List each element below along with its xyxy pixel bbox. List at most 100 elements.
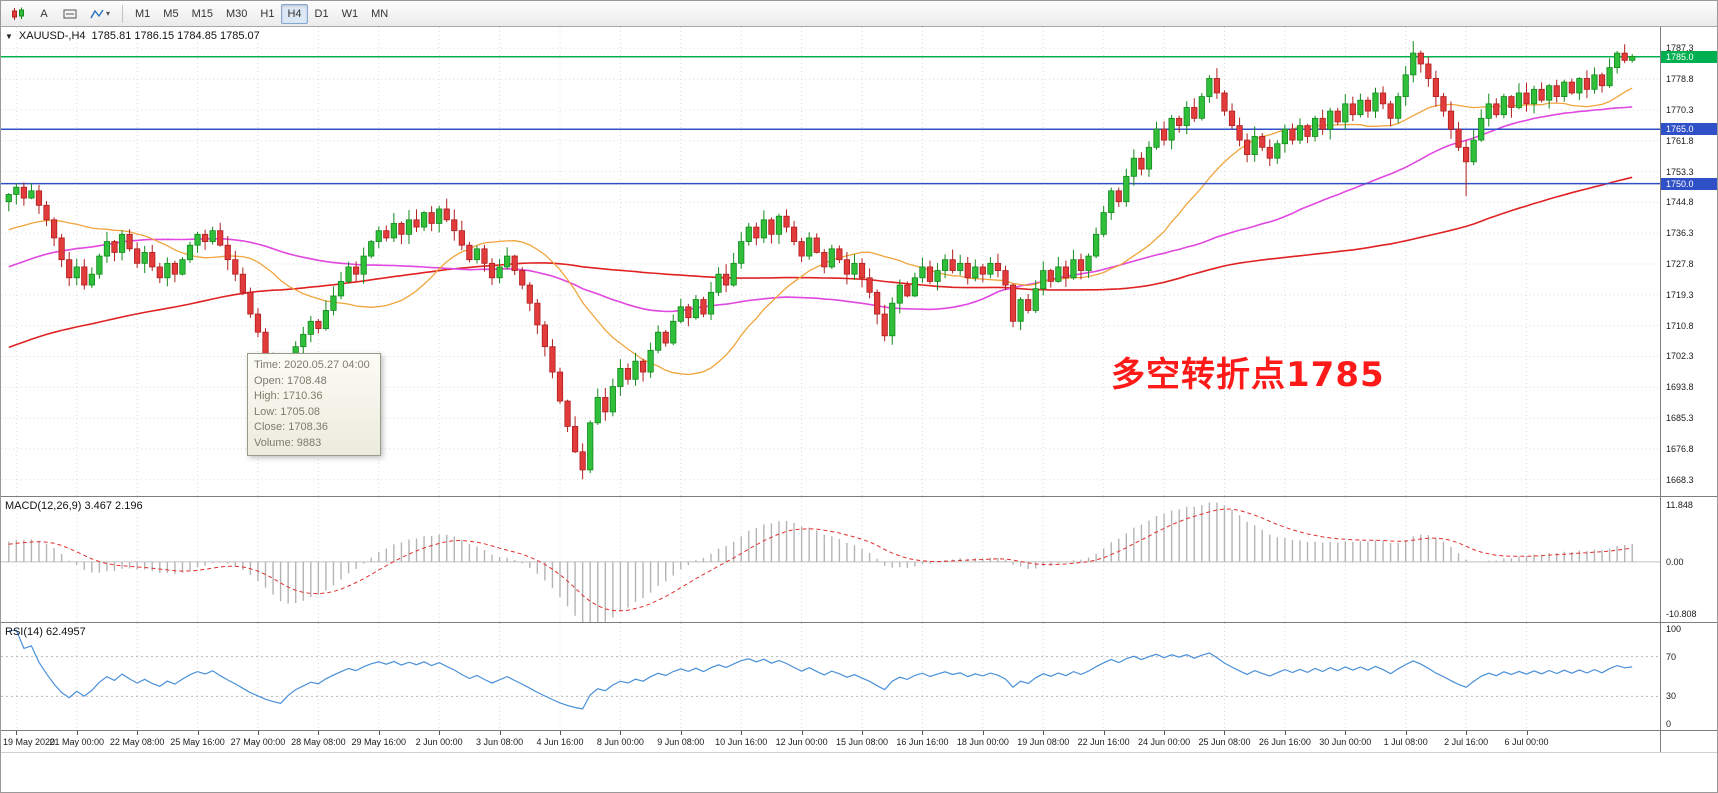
macd-canvas xyxy=(1,497,1660,622)
macd-panel: 11.848 0.00 -10.808 MACD(12,26,9) 3.467 2.… xyxy=(1,497,1717,623)
time-axis[interactable]: 19 May 2020 21 May 00:00 22 May 08:00 25 Ma… xyxy=(1,731,1717,753)
ohlc-values: 1785.81 1786.15 1784.85 1785.07 xyxy=(91,30,260,42)
time-label: 19 Jun 08:00 xyxy=(1017,737,1070,747)
main-chart-plot[interactable] xyxy=(1,27,1660,496)
time-tick xyxy=(1164,731,1166,735)
candles-glyph xyxy=(12,7,24,20)
price-label: 1761.8 xyxy=(1666,135,1694,146)
rsi-scale-label: 70 xyxy=(1666,651,1677,662)
rsi-canvas xyxy=(1,623,1660,730)
rsi-panel: 100 70 30 0 RSI(14) 62.4957 xyxy=(1,623,1717,731)
price-label: 1727.8 xyxy=(1666,259,1694,270)
time-label: 30 Jun 00:00 xyxy=(1319,737,1372,747)
timeframe-w1[interactable]: W1 xyxy=(336,4,365,24)
price-label: 1676.8 xyxy=(1666,443,1694,454)
timeframe-mn[interactable]: MN xyxy=(365,4,394,24)
price-label: 1753.3 xyxy=(1666,166,1694,177)
time-label: 6 Jul 00:00 xyxy=(1504,737,1549,747)
time-tick xyxy=(76,731,78,735)
time-axis-labels: 19 May 2020 21 May 00:00 22 May 08:00 25 Ma… xyxy=(1,731,1660,752)
timeframe-m30[interactable]: M30 xyxy=(220,4,253,24)
zigzag-glyph xyxy=(90,9,104,18)
footer-space xyxy=(1,753,1717,792)
rsi-scale[interactable]: 100 70 30 0 xyxy=(1660,623,1717,730)
price-badge: 1750.0 xyxy=(1661,177,1717,190)
chart-header: ▼ XAUUSD-,H4 1785.81 1786.15 1784.85 178… xyxy=(5,30,260,42)
time-label: 18 Jun 00:00 xyxy=(956,737,1009,747)
rsi-scale-label: 0 xyxy=(1666,719,1672,729)
time-label: 3 Jun 08:00 xyxy=(476,737,524,747)
time-tick xyxy=(741,731,743,735)
macd-scale-label: 11.848 xyxy=(1666,499,1693,510)
tooltip-volume: Volume: 9883 xyxy=(254,436,322,449)
time-tick xyxy=(1284,731,1286,735)
macd-scale-label: 0.00 xyxy=(1666,556,1684,567)
price-label: 1778.8 xyxy=(1666,74,1694,85)
time-label: 15 Jun 08:00 xyxy=(835,737,889,747)
time-tick xyxy=(801,731,803,735)
price-label: 1787.3 xyxy=(1666,43,1694,54)
rsi-label: RSI(14) 62.4957 xyxy=(5,626,86,638)
tooltip-high: High: 1710.36 xyxy=(254,390,323,402)
price-label: 1685.3 xyxy=(1666,413,1694,424)
chart-annotation: 多空转折点1785 xyxy=(1111,355,1385,395)
time-label: 25 Jun 08:00 xyxy=(1198,737,1251,747)
timeframe-m1[interactable]: M1 xyxy=(129,4,156,24)
time-tick xyxy=(378,731,380,735)
price-label: 1668.3 xyxy=(1666,474,1694,485)
time-label: 16 Jun 16:00 xyxy=(896,737,949,747)
objects-tool-icon[interactable] xyxy=(57,4,83,24)
time-tick xyxy=(16,731,18,735)
price-label: 1736.3 xyxy=(1666,228,1694,239)
macd-plot[interactable] xyxy=(1,497,1660,622)
time-tick xyxy=(137,731,139,735)
time-tick xyxy=(1043,731,1045,735)
time-tick xyxy=(197,731,199,735)
price-label: 1770.3 xyxy=(1666,104,1694,115)
time-label: 12 Jun 00:00 xyxy=(775,737,828,747)
time-tick xyxy=(680,731,682,735)
time-tick xyxy=(559,731,561,735)
main-price-scale[interactable]: 1787.3 1778.8 1770.3 1761.8 1753.3 1744.8 1736… xyxy=(1660,27,1717,496)
main-chart-canvas xyxy=(1,27,1660,496)
time-tick xyxy=(620,731,622,735)
time-tick xyxy=(1224,731,1226,735)
timeframe-m5[interactable]: M5 xyxy=(157,4,184,24)
time-label: 2 Jul 16:00 xyxy=(1444,737,1489,747)
macd-scale[interactable]: 11.848 0.00 -10.808 xyxy=(1660,497,1717,622)
price-badge: 1765.0 xyxy=(1661,123,1717,136)
time-label: 9 Jun 08:00 xyxy=(657,737,705,747)
time-tick xyxy=(982,731,984,735)
time-tick xyxy=(862,731,864,735)
chevron-down-icon: ▾ xyxy=(106,9,111,18)
timeframe-m15[interactable]: M15 xyxy=(186,4,219,24)
price-label: 1719.3 xyxy=(1666,289,1694,300)
time-label: 29 May 16:00 xyxy=(351,737,407,747)
toolbar: A ▾ M1 M5 M15 M30 H1 H4 D1 W1 MN xyxy=(1,1,1717,27)
line-studies-dropdown[interactable]: ▾ xyxy=(84,4,116,24)
text-label-tool[interactable]: A xyxy=(32,4,56,24)
timeframe-h4[interactable]: H4 xyxy=(281,3,308,24)
time-label: 27 May 00:00 xyxy=(230,737,286,747)
rsi-plot[interactable] xyxy=(1,623,1660,730)
time-tick xyxy=(1466,731,1468,735)
time-tick xyxy=(499,731,501,735)
symbol-label: XAUUSD-,H4 xyxy=(18,30,86,42)
time-label: 26 Jun 16:00 xyxy=(1258,737,1311,747)
chart-candles-icon[interactable] xyxy=(5,4,31,24)
collapse-icon[interactable]: ▼ xyxy=(5,31,13,41)
objects-glyph xyxy=(63,9,77,18)
timeframe-h1[interactable]: H1 xyxy=(254,4,280,24)
timeframe-d1[interactable]: D1 xyxy=(309,4,335,24)
rsi-scale-label: 30 xyxy=(1666,691,1677,702)
toolbar-separator xyxy=(122,4,124,23)
price-label: 1693.8 xyxy=(1666,382,1694,393)
macd-label: MACD(12,26,9) 3.467 2.196 xyxy=(5,500,143,512)
time-label: 19 May 2020 xyxy=(3,737,56,747)
price-label: 1710.8 xyxy=(1666,320,1694,331)
price-label: 1744.8 xyxy=(1666,197,1694,208)
time-label: 22 May 08:00 xyxy=(109,737,165,747)
time-tick xyxy=(439,731,441,735)
time-tick xyxy=(1405,731,1407,735)
